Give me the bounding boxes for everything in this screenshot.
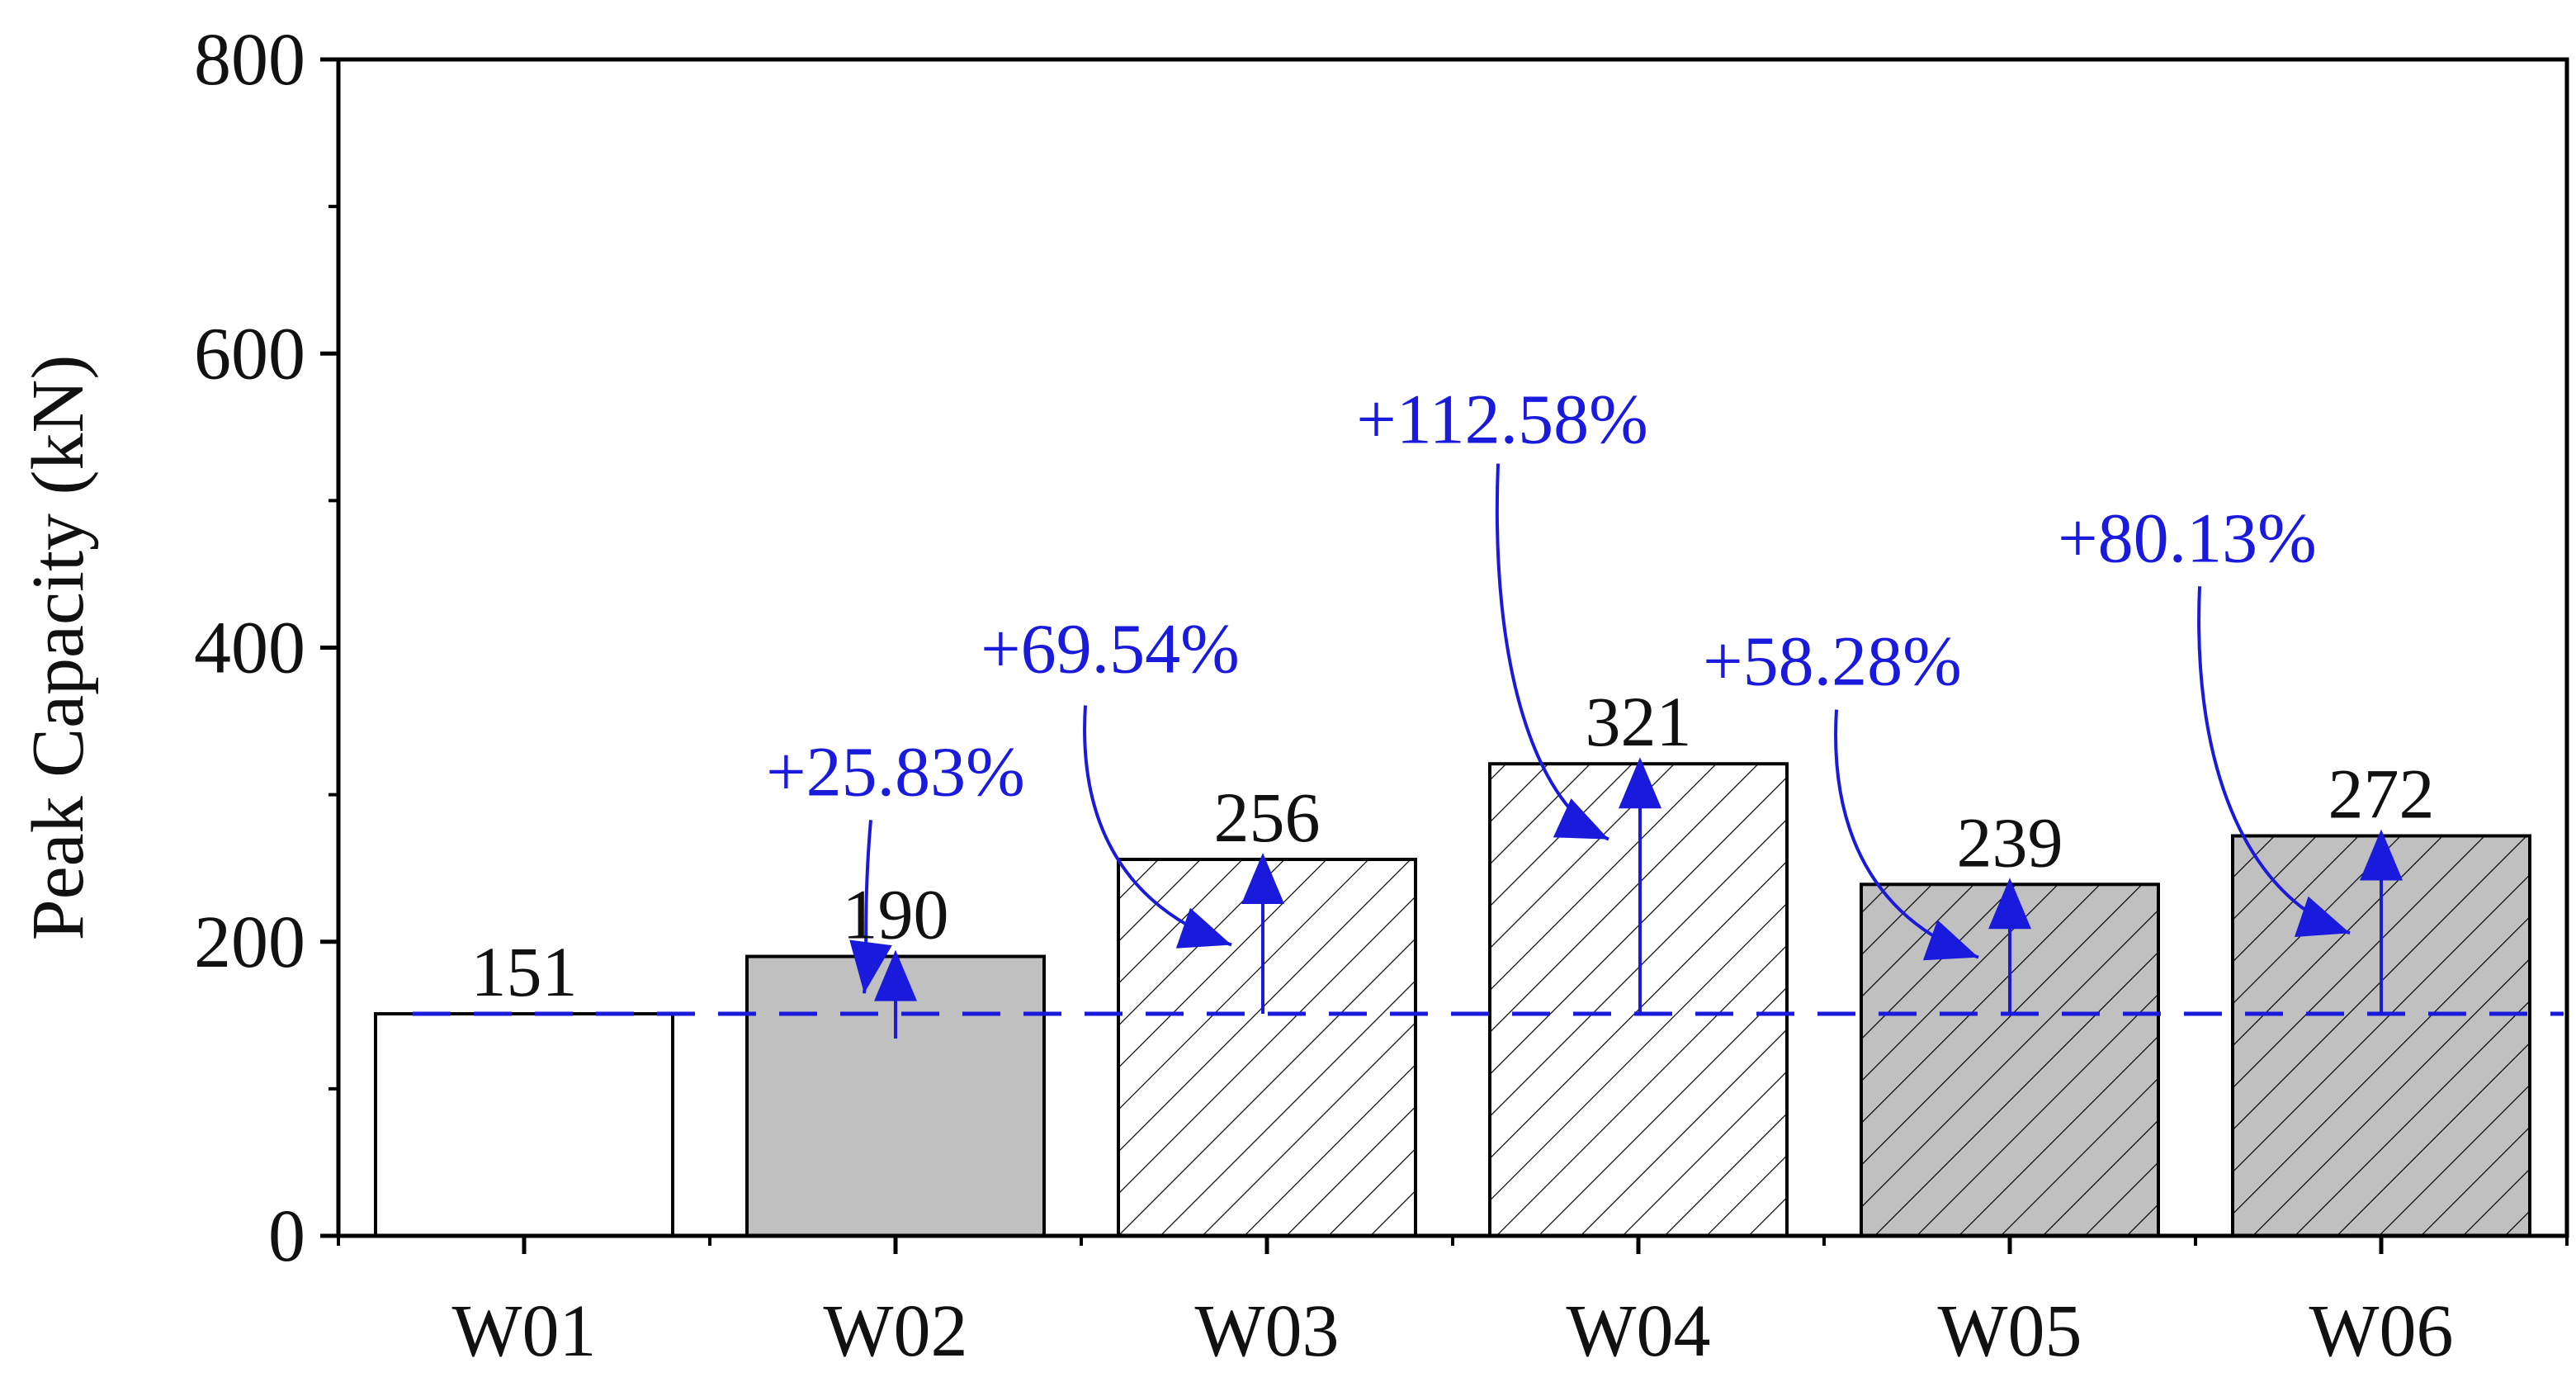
data-label-w03: 256 bbox=[1214, 778, 1321, 857]
y-axis-label: Peak Capacity (kN) bbox=[17, 355, 99, 941]
increment-arrowhead-w06 bbox=[2360, 829, 2403, 881]
bar-hatch-w03 bbox=[1118, 859, 1416, 1236]
annotation-label-w03: +69.54% bbox=[981, 609, 1240, 689]
data-label-w01: 151 bbox=[471, 932, 578, 1011]
pointer-arrowhead-w04 bbox=[1553, 798, 1609, 840]
y-tick-label: 200 bbox=[194, 901, 305, 983]
data-label-w05: 239 bbox=[1957, 802, 2063, 882]
y-tick-label: 600 bbox=[194, 313, 305, 395]
annotations-layer bbox=[849, 463, 2403, 1039]
x-tick-label-w01: W01 bbox=[452, 1290, 597, 1372]
x-tick-label-w05: W05 bbox=[1938, 1290, 2082, 1372]
annotation-label-w02: +25.83% bbox=[766, 731, 1025, 811]
increment-arrowhead-w04 bbox=[1619, 757, 1661, 809]
increment-arrowhead-w05 bbox=[1988, 878, 2031, 930]
text-layer: +25.83% +69.54% +112.58% +58.28% +80.13% 0 200… bbox=[17, 19, 2453, 1372]
annotation-label-w06: +80.13% bbox=[2058, 498, 2317, 577]
data-label-w06: 272 bbox=[2328, 755, 2435, 834]
axes-layer bbox=[320, 57, 2569, 1254]
bars-layer bbox=[374, 762, 2531, 1237]
bar-w01 bbox=[376, 1014, 673, 1236]
y-tick-label: 0 bbox=[268, 1195, 305, 1277]
pointer-arrowhead-w02 bbox=[849, 939, 892, 994]
x-tick-label-w02: W02 bbox=[824, 1290, 968, 1372]
y-tick-label: 400 bbox=[194, 608, 305, 689]
pointer-arrowhead-w06 bbox=[2294, 896, 2350, 938]
data-label-w04: 321 bbox=[1586, 682, 1692, 761]
increment-arrowhead-w03 bbox=[1241, 853, 1284, 904]
annotation-label-w05: +58.28% bbox=[1703, 622, 1962, 701]
x-tick-label-w04: W04 bbox=[1567, 1290, 1711, 1372]
x-tick-label-w03: W03 bbox=[1195, 1290, 1340, 1372]
pointer-arrowhead-w05 bbox=[1922, 920, 1978, 961]
pointer-arrowhead-w03 bbox=[1175, 907, 1231, 949]
x-tick-label-w06: W06 bbox=[2309, 1290, 2454, 1372]
annotation-label-w04: +112.58% bbox=[1356, 380, 1647, 459]
data-label-w02: 190 bbox=[843, 875, 949, 954]
increment-arrowhead-w02 bbox=[874, 949, 917, 1001]
y-tick-label: 800 bbox=[194, 19, 305, 101]
